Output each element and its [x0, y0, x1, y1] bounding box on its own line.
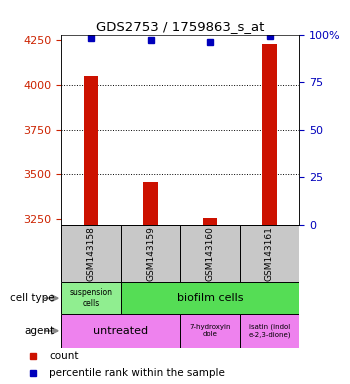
- Bar: [121, 282, 299, 314]
- Bar: [61, 282, 121, 314]
- Text: count: count: [49, 351, 79, 361]
- Bar: [61, 314, 180, 348]
- Bar: [262, 43, 277, 225]
- Bar: [61, 225, 121, 282]
- Bar: [240, 314, 299, 348]
- Text: cell type: cell type: [10, 293, 54, 303]
- Text: GSM143158: GSM143158: [86, 226, 96, 281]
- Bar: [121, 225, 180, 282]
- Bar: [240, 225, 299, 282]
- Title: GDS2753 / 1759863_s_at: GDS2753 / 1759863_s_at: [96, 20, 265, 33]
- Bar: [180, 314, 240, 348]
- Bar: [203, 218, 217, 225]
- Bar: [180, 225, 240, 282]
- Text: percentile rank within the sample: percentile rank within the sample: [49, 368, 225, 379]
- Text: GSM143160: GSM143160: [205, 226, 215, 281]
- Text: suspension
cells: suspension cells: [70, 288, 112, 308]
- Text: 7-hydroxyin
dole: 7-hydroxyin dole: [189, 324, 231, 337]
- Text: biofilm cells: biofilm cells: [177, 293, 243, 303]
- Bar: [143, 182, 158, 225]
- Text: GSM143161: GSM143161: [265, 226, 274, 281]
- Text: GSM143159: GSM143159: [146, 226, 155, 281]
- Text: isatin (indol
e-2,3-dione): isatin (indol e-2,3-dione): [248, 324, 291, 338]
- Bar: [84, 76, 98, 225]
- Text: untreated: untreated: [93, 326, 148, 336]
- Text: agent: agent: [24, 326, 54, 336]
